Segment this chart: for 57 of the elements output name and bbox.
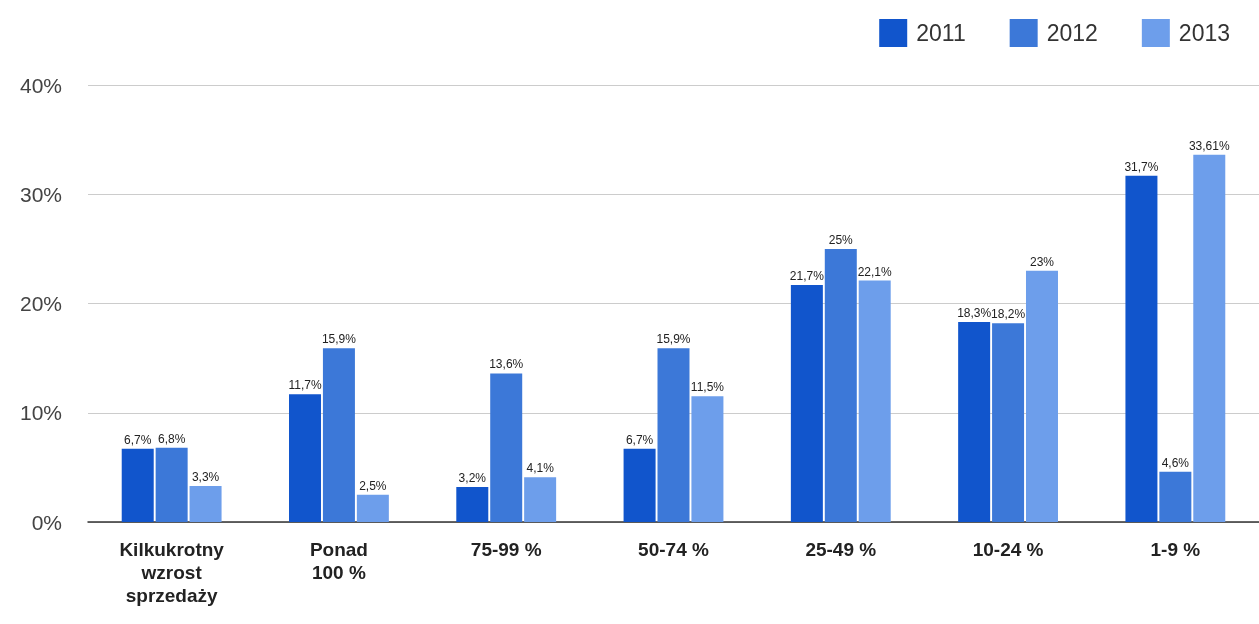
data-label: 15,9% <box>656 332 691 347</box>
y-tick-label: 10% <box>19 401 62 425</box>
x-tick-label: 50-74 % <box>638 539 709 560</box>
bar <box>155 447 188 522</box>
bar <box>289 394 322 522</box>
y-tick-label: 40% <box>19 73 62 97</box>
bar <box>490 373 523 522</box>
data-label: 6,7% <box>625 432 654 447</box>
x-tick-label: 25-49 % <box>805 539 877 560</box>
bar <box>524 477 557 522</box>
data-label: 22,1% <box>857 264 893 279</box>
x-tick-label: 1-9 % <box>1150 539 1201 560</box>
data-label: 23% <box>1029 254 1055 269</box>
data-label: 3,3% <box>191 469 220 484</box>
bar <box>1159 471 1192 522</box>
data-label: 25% <box>828 232 854 247</box>
bar <box>691 396 724 522</box>
y-tick-label: 0% <box>31 510 62 534</box>
data-label: 18,2% <box>991 307 1026 322</box>
data-label: 6,8% <box>157 431 186 446</box>
bar <box>623 448 656 522</box>
bar <box>322 348 355 522</box>
bar <box>456 487 489 522</box>
data-label: 13,6% <box>489 357 524 372</box>
y-tick-label: 20% <box>19 292 62 315</box>
data-label: 11,7% <box>288 378 322 393</box>
bar <box>958 322 991 522</box>
bar <box>121 448 154 522</box>
bar <box>858 280 891 522</box>
data-label: 2,5% <box>359 478 387 493</box>
data-label: 4,6% <box>1161 455 1190 470</box>
data-label: 6,7% <box>124 432 152 447</box>
legend-label: 2012 <box>1046 20 1098 46</box>
data-label: 21,7% <box>789 268 825 283</box>
bar <box>189 485 222 522</box>
y-tick-label: 30% <box>19 182 62 206</box>
bar <box>824 248 857 522</box>
bar <box>1025 270 1058 522</box>
data-label: 15,9% <box>321 332 357 347</box>
data-label: 3,2% <box>458 471 487 486</box>
data-label: 31,7% <box>1124 159 1159 174</box>
x-tick-label: 75-99 % <box>470 539 542 560</box>
bar <box>657 348 690 522</box>
x-tick-label: Kilkukrotny wzrost sprzedaży <box>119 539 225 606</box>
bar <box>356 494 389 522</box>
data-label: 33,61% <box>1188 138 1230 153</box>
legend-label: 2013 <box>1178 20 1231 46</box>
data-label: 4,1% <box>526 461 555 476</box>
legend-label: 2011 <box>916 20 966 46</box>
x-tick-label: Ponad 100 % <box>309 539 368 583</box>
bar <box>992 323 1025 522</box>
data-label: 11,5% <box>690 380 725 395</box>
bar <box>1193 154 1226 522</box>
x-tick-label: 10-24 % <box>972 539 1044 560</box>
bar <box>790 284 823 522</box>
bar <box>1125 175 1158 522</box>
data-label: 18,3% <box>957 306 992 321</box>
